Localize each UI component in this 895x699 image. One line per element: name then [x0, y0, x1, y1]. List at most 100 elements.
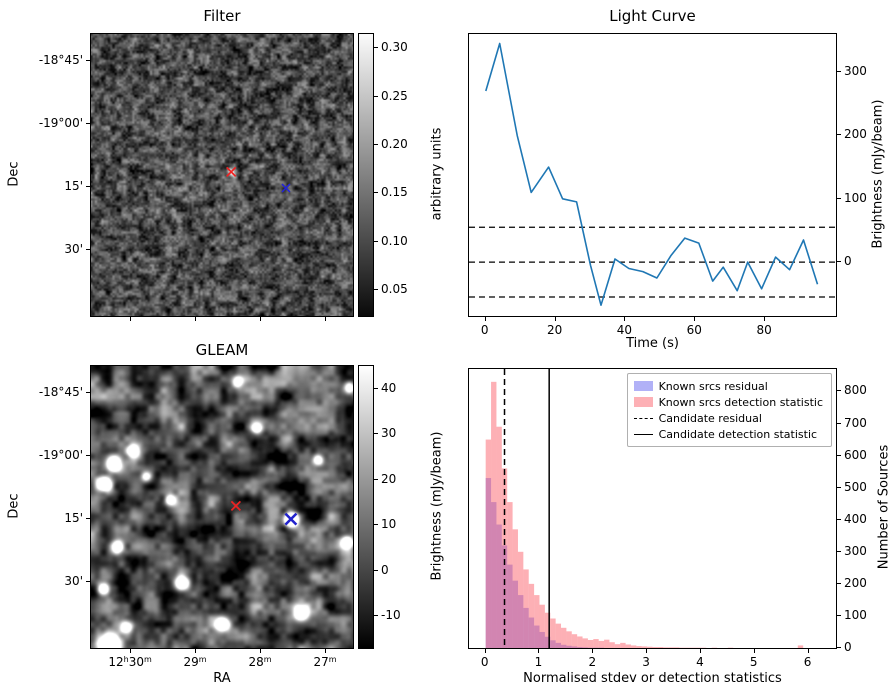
histogram-xtick-label: 1 — [534, 655, 543, 669]
filter-colorbar-tick-label: 0.15 — [381, 185, 408, 200]
gleam-ytick-mark — [86, 518, 90, 520]
hist-bar — [657, 647, 664, 648]
histogram-legend: Known srcs residual Known srcs detection… — [626, 373, 832, 447]
filter-colorbar-tick-mark — [374, 144, 378, 146]
gleam-image — [90, 365, 354, 649]
lightcurve-xlabel: Time (s) — [626, 336, 679, 351]
histogram-xtick-label: 0 — [480, 655, 489, 669]
hist-bar — [587, 639, 594, 648]
histogram-ytick-label: 700 — [844, 415, 867, 430]
histogram-xlabel: Normalised stdev or detection statistics — [523, 671, 782, 686]
histogram-ytick-label: 0 — [844, 640, 852, 654]
filter-ytick-mark — [86, 60, 90, 62]
candidate-position-marker — [226, 166, 237, 177]
gleam-colorbar-tick-label: 40 — [381, 380, 397, 395]
hist-bar — [485, 478, 492, 648]
gleam-colorbar-tick-label: 10 — [381, 517, 397, 532]
lightcurve-xtick-mark — [764, 317, 766, 321]
histogram-ytick-mark — [837, 647, 841, 648]
legend-label-known-detstat: Known srcs detection statistic — [658, 395, 823, 409]
gleam-colorbar — [358, 365, 374, 649]
filter-colorbar-tick-label: 0.05 — [381, 281, 408, 296]
filter-colorbar-tick-label: 0.20 — [381, 137, 408, 152]
hist-bar — [539, 604, 545, 648]
gleam-xtick-mark — [260, 649, 262, 653]
hist-bar — [528, 617, 535, 648]
hist-bar — [797, 645, 804, 648]
lightcurve-plot — [468, 33, 837, 317]
hist-bar — [561, 627, 567, 648]
histogram-ytick-label: 800 — [844, 383, 867, 398]
gleam-colorbar-label: Brightness (mJy/beam) — [429, 431, 445, 581]
hist-bar — [668, 647, 675, 648]
filter-xtick-mark — [325, 317, 326, 321]
lightcurve-ytick-mark — [837, 71, 841, 73]
gleam-ytick-label: 15' — [64, 511, 83, 526]
gleam-xtick-label: 29m — [183, 655, 207, 669]
hist-bar — [512, 529, 518, 648]
histogram-ytick-mark — [837, 550, 841, 552]
histogram-ytick-mark — [837, 422, 841, 424]
legend-item-candidate-detstat: Candidate detection statistic — [633, 426, 823, 442]
histogram-ytick-mark — [837, 486, 841, 488]
reference-position-marker — [281, 183, 291, 193]
gleam-colorbar-tick-label: 30 — [381, 426, 397, 441]
hist-bar — [517, 551, 524, 648]
legend-swatch-detstat — [633, 397, 653, 407]
filter-colorbar-tick-mark — [374, 240, 378, 242]
hist-bar — [507, 502, 513, 648]
lightcurve-ylabel: Brightness (mJy/beam) — [870, 99, 886, 249]
lightcurve-ytick-label: 100 — [844, 190, 867, 205]
lightcurve-title: Light Curve — [609, 7, 696, 25]
lightcurve-xtick-label: 20 — [546, 323, 563, 337]
gleam-ytick-mark — [86, 581, 90, 582]
gleam-ytick-label: -19°00' — [38, 447, 83, 462]
legend-item-known-detstat: Known srcs detection statistic — [633, 394, 823, 410]
histogram-ytick-label: 600 — [844, 447, 867, 462]
lightcurve-ytick-mark — [837, 197, 841, 199]
filter-xtick-mark — [130, 317, 132, 321]
filter-ylabel: Dec — [6, 161, 22, 187]
legend-label-candidate-detstat: Candidate detection statistic — [658, 427, 818, 441]
gleam-xlabel: RA — [213, 671, 231, 686]
hist-bar — [512, 580, 518, 648]
filter-colorbar-tick-label: 0.25 — [381, 88, 408, 103]
filter-ytick-label: 30' — [64, 242, 83, 256]
gleam-marker-overlay — [230, 500, 298, 526]
hist-bar — [593, 639, 599, 648]
legend-swatch-residual — [633, 381, 653, 391]
gleam-xtick-mark — [325, 649, 326, 653]
lightcurve-xtick-label: 80 — [756, 323, 772, 337]
legend-label-known-residual: Known srcs residual — [658, 379, 768, 393]
hist-bar — [485, 439, 492, 648]
histogram-ytick-mark — [837, 454, 841, 456]
hist-bar — [550, 640, 556, 648]
lightcurve-canvas — [469, 42, 836, 307]
hist-bar — [582, 638, 588, 648]
lightcurve-ytick-mark — [837, 134, 841, 136]
lightcurve-xtick-mark — [554, 317, 556, 321]
histogram-ytick-label: 500 — [844, 479, 867, 494]
lightcurve-ytick-label: 200 — [844, 127, 867, 142]
hist-bar — [491, 381, 497, 648]
filter-colorbar — [358, 33, 374, 317]
filter-title: Filter — [203, 7, 241, 25]
hist-bar — [534, 595, 540, 648]
histogram-xtick-label: 3 — [642, 655, 650, 669]
hist-bar — [652, 647, 658, 648]
hist-bar — [674, 647, 680, 648]
filter-ytick-mark — [86, 186, 90, 188]
histogram-ytick-mark — [837, 614, 841, 616]
hist-bar — [614, 644, 621, 648]
hist-bar — [528, 583, 535, 648]
hist-bar — [534, 625, 540, 648]
gleam-colorbar-tick-mark — [374, 569, 378, 571]
histogram-canvas — [485, 369, 804, 648]
hist-bar — [641, 646, 648, 648]
hist-bar — [523, 607, 529, 648]
histogram-xtick-mark — [592, 649, 594, 653]
hist-bar — [555, 642, 562, 648]
legend-item-known-residual: Known srcs residual — [633, 378, 823, 394]
filter-marker-overlay — [226, 166, 291, 193]
hist-bar — [496, 426, 502, 648]
